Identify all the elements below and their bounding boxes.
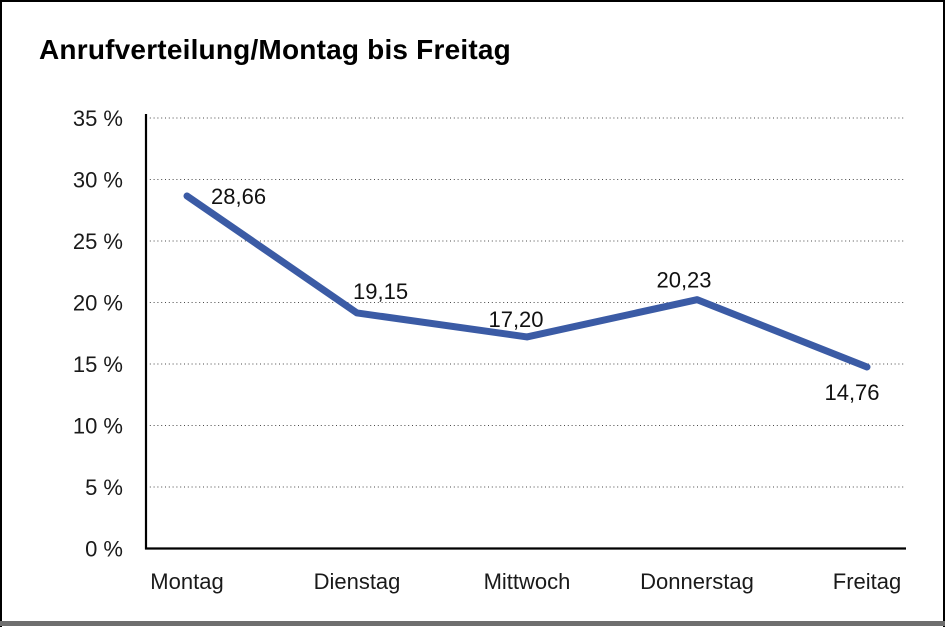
frame-border-right xyxy=(943,0,945,627)
y-axis-tick-label: 25 % xyxy=(73,229,123,254)
frame-border-left xyxy=(0,0,2,627)
x-axis-category-label: Dienstag xyxy=(314,569,401,594)
data-point-label: 20,23 xyxy=(656,268,711,293)
frame-border-top xyxy=(0,0,945,2)
data-line xyxy=(183,192,871,371)
data-point-label: 14,76 xyxy=(824,380,879,405)
y-axis-tick-label: 0 % xyxy=(85,537,123,562)
y-axis-tick-label: 10 % xyxy=(73,414,123,439)
y-axis-tick-label: 15 % xyxy=(73,352,123,377)
frame-bottom-bar xyxy=(0,621,945,626)
y-axis-tick-label: 30 % xyxy=(73,168,123,193)
data-point-label: 17,20 xyxy=(488,307,543,332)
data-point-label: 19,15 xyxy=(353,279,408,304)
x-axis-category-label: Freitag xyxy=(833,569,901,594)
x-axis-category-label: Mittwoch xyxy=(484,569,571,594)
x-axis-category-label: Donnerstag xyxy=(640,569,754,594)
chart-title: Anrufverteilung/Montag bis Freitag xyxy=(39,34,511,65)
x-axis-category-label: Montag xyxy=(150,569,223,594)
data-point-label: 28,66 xyxy=(211,184,266,209)
y-axis-tick-label: 35 % xyxy=(73,106,123,131)
y-axis-tick-label: 5 % xyxy=(85,475,123,500)
y-axis-tick-label: 20 % xyxy=(73,291,123,316)
